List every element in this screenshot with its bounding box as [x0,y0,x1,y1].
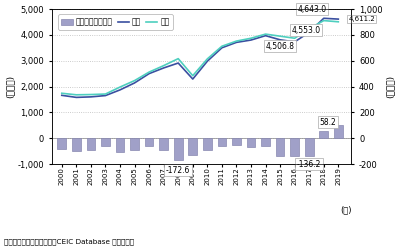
Bar [174,138,182,160]
Bar [232,138,241,145]
Text: 58.2: 58.2 [320,118,336,127]
Legend: 貳易収支（右軸）, 輸出, 輸入: 貳易収支（右軸）, 輸出, 輸入 [58,15,173,30]
Bar [116,138,124,153]
Bar [58,138,66,149]
Bar [261,138,270,146]
Text: 資料：メキシコ中央銀行、CEIC Database から作成。: 資料：メキシコ中央銀行、CEIC Database から作成。 [4,238,134,245]
Text: -136.2: -136.2 [297,160,321,169]
Text: -172.6: -172.6 [166,166,190,175]
Bar [290,138,299,156]
Bar [334,125,343,138]
Bar [276,138,284,156]
Bar [203,138,212,150]
Y-axis label: (億ドル): (億ドル) [386,75,394,98]
Text: 4,506.8: 4,506.8 [266,42,294,51]
Y-axis label: (億ドル): (億ドル) [6,75,14,98]
Text: (年): (年) [340,205,352,214]
Bar [101,138,110,146]
Text: 4,643.0: 4,643.0 [298,5,327,14]
Bar [86,138,95,150]
Bar [145,138,154,146]
Text: 4,553.0: 4,553.0 [292,26,321,35]
Bar [305,138,314,156]
Bar [72,138,81,151]
Bar [159,138,168,150]
Bar [130,138,139,150]
Bar [319,131,328,138]
Text: 4,611.2: 4,611.2 [348,16,375,22]
Bar [188,138,197,155]
Bar [247,138,255,147]
Bar [218,138,226,146]
